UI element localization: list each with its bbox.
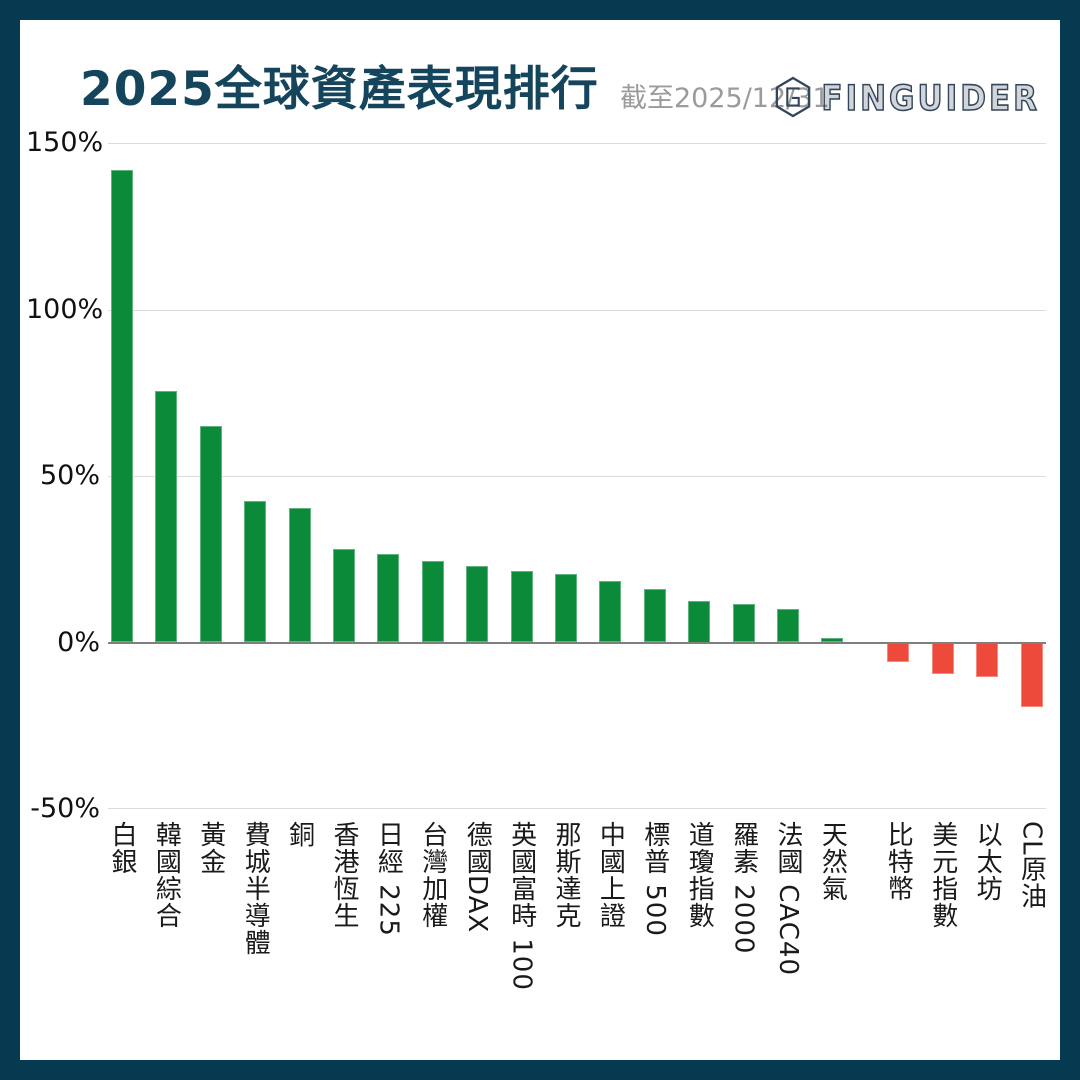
x-axis-label: 法國 CAC40 xyxy=(773,821,803,976)
bar xyxy=(976,642,999,678)
zero-axis-line xyxy=(108,641,1046,644)
x-axis-label: 銅 xyxy=(284,821,315,848)
x-axis-label: 費城半導體 xyxy=(240,821,271,956)
bar xyxy=(421,560,444,643)
bar xyxy=(887,642,910,663)
bar xyxy=(466,565,489,643)
x-axis-label: 羅素 2000 xyxy=(728,821,759,955)
x-axis-label: 英國富時 100 xyxy=(506,821,537,991)
y-tick-label: 50% xyxy=(39,460,100,491)
y-tick-label: 0% xyxy=(57,626,100,658)
bar xyxy=(333,549,355,643)
x-axis-label: 白銀 xyxy=(107,821,137,875)
x-axis-label: 韓國綜合 xyxy=(151,821,182,929)
x-axis-label: 日經 225 xyxy=(373,821,404,937)
bar xyxy=(777,609,799,643)
gridline xyxy=(108,808,1046,809)
x-axis-label: 天然氣 xyxy=(817,821,848,902)
bar xyxy=(1020,642,1043,708)
bar xyxy=(688,600,711,643)
bar xyxy=(732,604,755,643)
bar xyxy=(643,589,666,643)
x-axis-label: 台灣加權 xyxy=(417,821,448,929)
y-tick-label: -50% xyxy=(30,793,100,824)
bar xyxy=(510,570,533,643)
x-axis-label: 香港恆生 xyxy=(329,821,359,929)
x-axis-label: 中國上證 xyxy=(595,821,626,929)
bar xyxy=(377,554,400,643)
bar xyxy=(244,500,267,643)
x-axis-label: 黃金 xyxy=(195,821,226,875)
bar xyxy=(288,507,311,643)
bar xyxy=(599,580,622,643)
brand-logo: FINGUIDER xyxy=(774,76,1040,122)
bar xyxy=(555,574,577,643)
bar xyxy=(155,391,178,643)
gridline xyxy=(108,143,1046,144)
bar xyxy=(199,426,222,643)
x-axis-label: 那斯達克 xyxy=(551,821,581,929)
x-axis-label: 道瓊指數 xyxy=(684,821,715,929)
y-tick-label: 100% xyxy=(26,293,104,325)
x-axis-label: 標普 500 xyxy=(639,821,670,937)
x-axis-label: 以太坊 xyxy=(972,821,1003,902)
x-axis-label: 德國DAX xyxy=(462,821,493,934)
y-axis-tick-labels: 150% 100% 50% 0% -50% xyxy=(26,127,104,824)
x-axis-label: 美元指數 xyxy=(927,821,958,929)
finguider-logo-icon xyxy=(774,76,812,122)
bar xyxy=(111,169,133,643)
brand-logo-text: FINGUIDER xyxy=(821,78,1040,120)
plot-area xyxy=(108,143,1046,809)
y-tick-label: 150% xyxy=(26,127,104,158)
x-axis-label: 比特幣 xyxy=(883,821,914,902)
x-axis-label: CL原油 xyxy=(1016,821,1047,910)
bar xyxy=(931,642,954,675)
gridline xyxy=(108,476,1046,477)
x-axis-labels: 白銀 韓國綜合 黃金 費城半導體銅香港恆生 日經 225 台灣加權 德國DAX 英國富時 10… xyxy=(107,821,1047,1060)
page-title: 2025全球資產表現排行 xyxy=(80,62,599,117)
gridline xyxy=(108,309,1046,311)
